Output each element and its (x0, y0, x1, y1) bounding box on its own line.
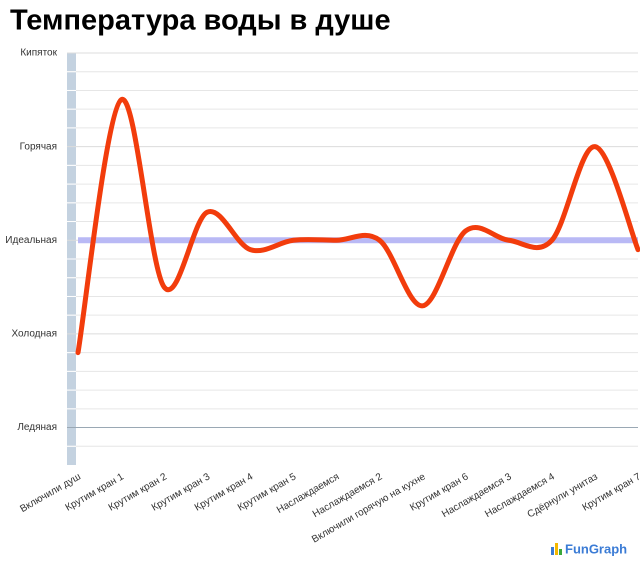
y-tick-label: Холодная (11, 329, 57, 340)
chart-title: Температура воды в душе (10, 5, 391, 37)
data-line (75, 97, 640, 356)
watermark: FunGraph (565, 541, 627, 556)
y-tick-label: Ледяная (17, 422, 57, 433)
logo-icon (551, 543, 562, 555)
y-tick-label: Горячая (20, 141, 57, 152)
y-tick-label: Идеальная (5, 235, 57, 246)
y-tick-label: Кипяток (20, 48, 57, 59)
